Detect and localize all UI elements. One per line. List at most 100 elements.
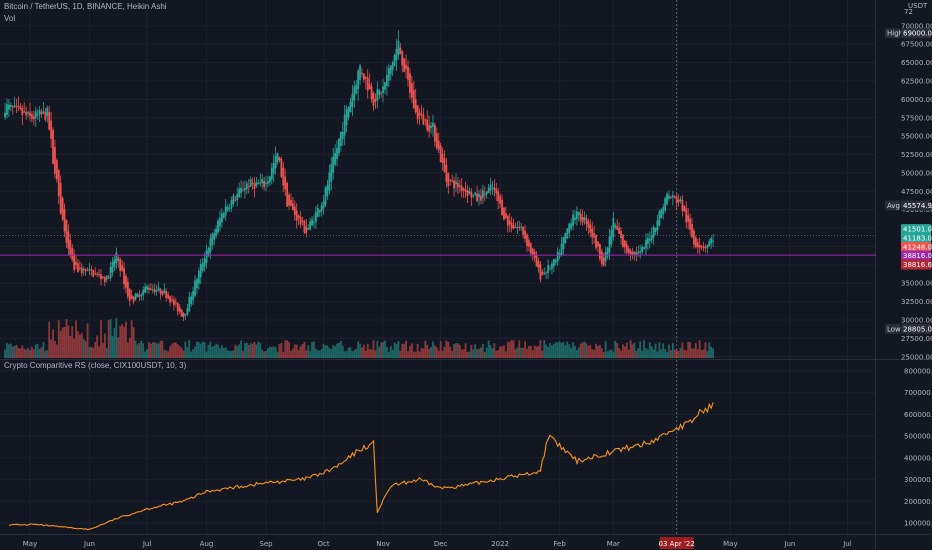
- candle-body[interactable]: [109, 266, 112, 279]
- candle-body[interactable]: [437, 140, 440, 150]
- candle-body[interactable]: [518, 227, 521, 229]
- candle-body[interactable]: [111, 261, 114, 273]
- candle-body[interactable]: [539, 264, 542, 280]
- candle-body[interactable]: [493, 187, 496, 191]
- candle-body[interactable]: [4, 112, 6, 118]
- candle-body[interactable]: [353, 86, 356, 101]
- candle-body[interactable]: [418, 112, 421, 116]
- candle-body[interactable]: [280, 158, 283, 177]
- candle-body[interactable]: [696, 242, 699, 248]
- candle-body[interactable]: [512, 225, 515, 229]
- candle-body[interactable]: [332, 156, 335, 173]
- candle-body[interactable]: [151, 289, 154, 291]
- candle-body[interactable]: [393, 54, 396, 67]
- candle-body[interactable]: [232, 195, 235, 205]
- candle-body[interactable]: [468, 190, 471, 194]
- candle-body[interactable]: [38, 110, 41, 115]
- candle-body[interactable]: [499, 196, 502, 204]
- rs-indicator-line[interactable]: [8, 402, 714, 531]
- candle-body[interactable]: [249, 179, 252, 187]
- candle-body[interactable]: [343, 114, 346, 136]
- candle-body[interactable]: [637, 251, 640, 254]
- candle-body[interactable]: [575, 211, 578, 219]
- candle-body[interactable]: [560, 243, 563, 255]
- candle-body[interactable]: [631, 252, 634, 256]
- candle-body[interactable]: [349, 101, 352, 113]
- candle-body[interactable]: [318, 210, 321, 213]
- candle-body[interactable]: [706, 244, 709, 248]
- candle-body[interactable]: [330, 163, 333, 182]
- candle-body[interactable]: [547, 264, 549, 273]
- candle-body[interactable]: [32, 116, 35, 120]
- candle-body[interactable]: [86, 270, 89, 272]
- candle-body[interactable]: [171, 299, 173, 301]
- candle-body[interactable]: [458, 185, 461, 187]
- candle-body[interactable]: [307, 228, 310, 230]
- candle-body[interactable]: [117, 257, 120, 262]
- candle-body[interactable]: [623, 240, 626, 248]
- candle-body[interactable]: [217, 220, 219, 233]
- candle-body[interactable]: [211, 233, 214, 246]
- candle-body[interactable]: [247, 186, 250, 188]
- candle-body[interactable]: [201, 262, 204, 271]
- candle-body[interactable]: [115, 252, 118, 264]
- candle-body[interactable]: [268, 176, 271, 183]
- candle-body[interactable]: [449, 179, 452, 181]
- candle-body[interactable]: [633, 251, 636, 254]
- candle-body[interactable]: [88, 268, 91, 271]
- candle-body[interactable]: [671, 195, 674, 198]
- candle-body[interactable]: [708, 241, 711, 247]
- candle-body[interactable]: [600, 251, 603, 265]
- candle-body[interactable]: [405, 64, 407, 69]
- candle-body[interactable]: [21, 107, 24, 116]
- candle-body[interactable]: [652, 226, 655, 238]
- candle-body[interactable]: [654, 227, 657, 232]
- candle-body[interactable]: [595, 235, 597, 248]
- candle-body[interactable]: [261, 179, 264, 183]
- candle-body[interactable]: [103, 277, 106, 283]
- candle-body[interactable]: [386, 75, 388, 87]
- candle-body[interactable]: [186, 308, 189, 315]
- candle-body[interactable]: [562, 237, 565, 250]
- candle-body[interactable]: [526, 234, 528, 246]
- candle-body[interactable]: [184, 313, 187, 316]
- candle-body[interactable]: [36, 114, 39, 116]
- candle-body[interactable]: [491, 187, 494, 189]
- candle-body[interactable]: [364, 76, 367, 79]
- candle-body[interactable]: [597, 241, 599, 247]
- candle-body[interactable]: [94, 273, 97, 275]
- candle-body[interactable]: [220, 213, 223, 223]
- candle-body[interactable]: [259, 182, 262, 184]
- candle-body[interactable]: [435, 133, 438, 148]
- candle-body[interactable]: [17, 106, 20, 108]
- candle-body[interactable]: [397, 40, 400, 55]
- candle-body[interactable]: [549, 268, 551, 270]
- candle-body[interactable]: [7, 104, 10, 110]
- candle-body[interactable]: [121, 265, 124, 271]
- candle-body[interactable]: [677, 199, 680, 203]
- candle-body[interactable]: [339, 131, 342, 146]
- candle-body[interactable]: [190, 296, 193, 305]
- candle-body[interactable]: [303, 220, 306, 233]
- candle-body[interactable]: [681, 199, 684, 212]
- candle-body[interactable]: [441, 153, 444, 163]
- candle-body[interactable]: [691, 224, 693, 238]
- candle-body[interactable]: [276, 153, 279, 162]
- candle-body[interactable]: [646, 237, 649, 244]
- candle-body[interactable]: [430, 125, 432, 129]
- candle-body[interactable]: [693, 230, 695, 245]
- candle-body[interactable]: [167, 294, 170, 299]
- candle-body[interactable]: [61, 198, 64, 220]
- candle-body[interactable]: [401, 50, 404, 66]
- candle-body[interactable]: [466, 190, 469, 196]
- candle-body[interactable]: [620, 230, 622, 239]
- candle-body[interactable]: [134, 293, 137, 300]
- candle-body[interactable]: [541, 271, 544, 275]
- candle-body[interactable]: [698, 244, 701, 248]
- candle-body[interactable]: [606, 248, 609, 257]
- candle-body[interactable]: [90, 269, 93, 271]
- candle-body[interactable]: [163, 289, 166, 293]
- candle-body[interactable]: [389, 65, 392, 75]
- candle-body[interactable]: [209, 238, 212, 253]
- candle-body[interactable]: [174, 302, 177, 304]
